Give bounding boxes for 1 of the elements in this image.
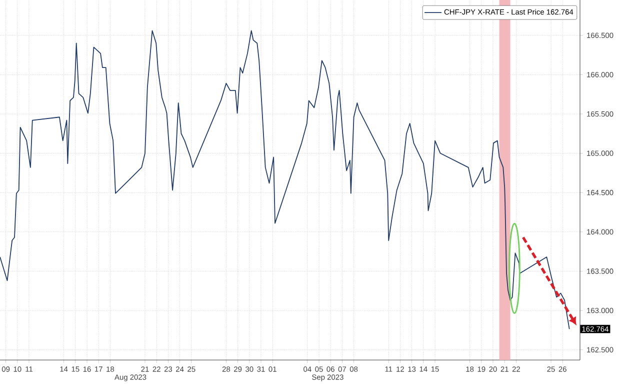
line-series [0,30,570,330]
